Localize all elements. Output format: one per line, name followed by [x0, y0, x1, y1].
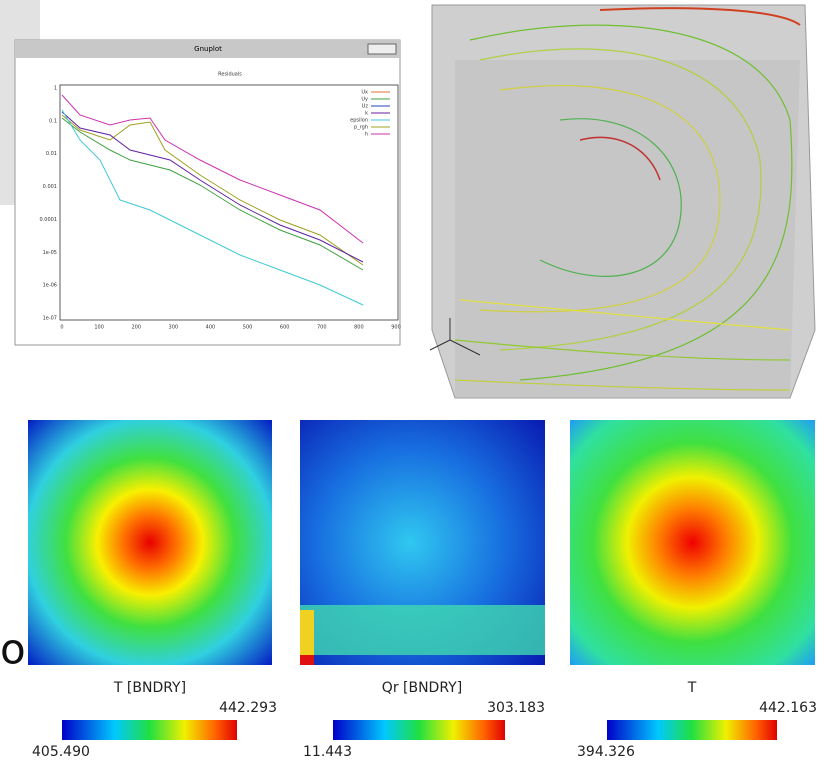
legend-entry: epsilon [350, 118, 368, 124]
y-tick-label: 1 [54, 86, 57, 92]
y-tick-label: 0.0001 [40, 217, 58, 223]
heatmap [570, 420, 815, 665]
y-tick-label: 0.01 [46, 151, 57, 157]
colorbar-max: 442.163 [759, 700, 817, 716]
x-tick-label: 300 [169, 325, 179, 331]
colorbar [333, 720, 505, 740]
x-tick-label: 400 [206, 325, 216, 331]
colorbar-min: 11.443 [303, 744, 352, 760]
y-tick-label: 1e-05 [43, 250, 57, 256]
y-tick-label: 1e-06 [43, 283, 57, 289]
streamline-view [429, 4, 816, 399]
panel-label: Qr [BNDRY] [382, 680, 462, 696]
colorbar-min: 405.490 [32, 744, 90, 760]
y-tick-label: 1e-07 [43, 316, 57, 322]
x-tick-label: 800 [354, 325, 364, 331]
colorbar [607, 720, 777, 740]
legend-entry: Uz [362, 104, 369, 110]
colorbar [62, 720, 237, 740]
colorbar-max: 442.293 [219, 700, 277, 716]
y-tick-label: 0.1 [49, 118, 57, 124]
legend-entry: Uy [361, 97, 368, 103]
heatmap [28, 420, 272, 665]
legend-entry: h [365, 132, 368, 138]
legend-entry: k [365, 111, 368, 117]
x-tick-label: 700 [317, 325, 327, 331]
x-tick-label: 600 [280, 325, 290, 331]
panel-label: T [BNDRY] [113, 680, 186, 696]
gnuplot-window: Gnuplot Residuals 1 0.1 0.01 0.001 0.0001 1e-… [14, 39, 401, 346]
colorbar-max: 303.183 [487, 700, 545, 716]
y-tick-label: 0.001 [43, 184, 57, 190]
legend-entry: Ux [361, 90, 368, 96]
window-title: Gnuplot [194, 45, 222, 53]
x-tick-label: 200 [131, 325, 141, 331]
x-tick-label: 100 [94, 325, 104, 331]
plot-title: Residuals [218, 72, 242, 78]
heatmap [300, 420, 545, 665]
colorbar-min: 394.326 [577, 744, 635, 760]
panel-label: T [687, 680, 697, 696]
x-tick-label: 900 [391, 325, 401, 331]
legend-entry: p_rgh [354, 125, 368, 131]
x-tick-label: 0 [60, 325, 63, 331]
x-tick-label: 500 [243, 325, 253, 331]
